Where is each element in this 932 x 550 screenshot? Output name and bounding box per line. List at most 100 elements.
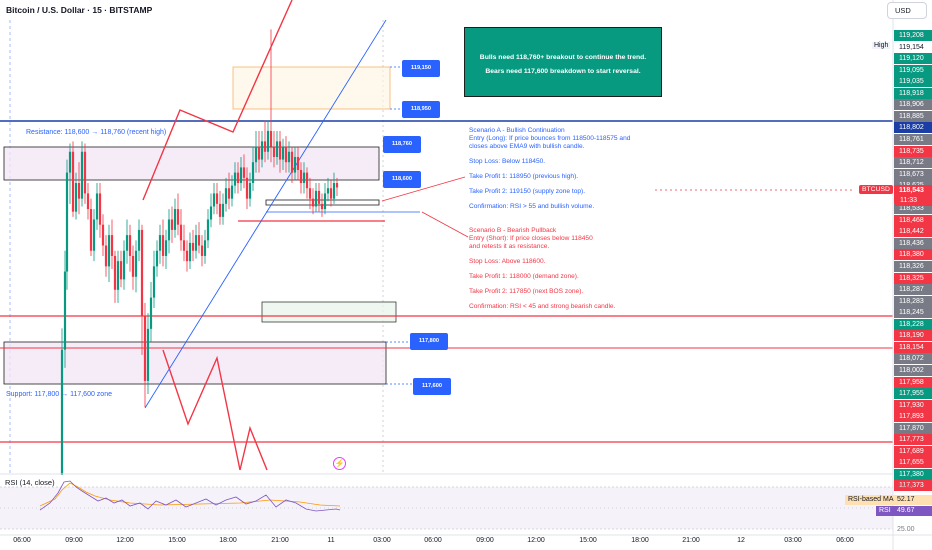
resistance-label: Resistance: 118,600 → 118,760 (recent hi… [26, 129, 167, 136]
candle-body [149, 297, 153, 329]
time-axis-label: 18:00 [219, 537, 237, 544]
scenario-b-tp2: Take Profit 2: 117850 (next BOS zone). [469, 288, 584, 295]
candle-body [323, 193, 327, 210]
candle-body [287, 151, 291, 163]
candle-body [86, 193, 90, 210]
rsi-line [39, 480, 341, 512]
price-axis-label: 117,380 [894, 468, 932, 480]
scenario-a-note: Scenario A - Bullish Continuation Entry … [469, 127, 630, 211]
candle-body [257, 146, 261, 160]
level-tag-119150[interactable]: 119,150 [402, 60, 440, 77]
candle-body [92, 219, 96, 251]
summary-note: Bulls need 118,760+ breakout to continue… [464, 27, 662, 97]
candle-body [122, 250, 126, 280]
scenario-a-tp2: Take Profit 2: 119150 (supply zone top). [469, 188, 586, 195]
scenario-b-note: Scenario B - Bearish Pullback Entry (Sho… [469, 227, 615, 311]
candle-body [101, 224, 105, 246]
candle-body [113, 255, 117, 290]
candle-body [140, 229, 144, 316]
demand-box [261, 301, 397, 323]
level-tag-118760[interactable]: 118,760 [383, 136, 421, 153]
candle-body [63, 271, 67, 350]
candle-body [260, 141, 264, 160]
candle-body [68, 151, 72, 173]
price-axis-label: 117,955 [894, 388, 932, 400]
candle-body [146, 328, 150, 381]
scenario-b-entry-1: Entry (Short): If price closes below 118… [469, 235, 593, 242]
price-axis-label: 118,002 [894, 364, 932, 376]
time-axis-label: 15:00 [579, 537, 597, 544]
time-axis-label: 06:00 [13, 537, 31, 544]
candle-body [230, 185, 234, 199]
scenario-b-tp1: Take Profit 1: 118000 (demand zone). [469, 273, 579, 280]
scenario-b-confirm: Confirmation: RSI < 45 and strong bearis… [469, 303, 616, 310]
candle-body [314, 190, 318, 207]
level-tag-117600[interactable]: 117,600 [413, 378, 451, 395]
scenario-a-arrow [381, 176, 466, 202]
price-axis-label: 118,325 [894, 272, 932, 284]
scenario-b-stop: Stop Loss: Above 118600. [469, 258, 546, 265]
candle-body [329, 188, 333, 199]
price-axis-label: 118,072 [894, 353, 932, 365]
candle-body [170, 219, 174, 230]
price-axis-label: 119,095 [894, 64, 932, 76]
candle-body [128, 235, 132, 256]
candle-body [293, 156, 297, 173]
candle-body [134, 250, 138, 277]
time-axis-label: 21:00 [682, 537, 700, 544]
candle-body [188, 242, 192, 262]
candle-body [65, 172, 69, 272]
price-axis-label: 118,918 [894, 87, 932, 99]
bull-projection-path [142, 0, 293, 201]
candle-body [179, 224, 183, 241]
candle-body [125, 235, 129, 251]
candle-body [60, 349, 64, 491]
price-axis-label: 119,035 [894, 76, 932, 88]
candle-body [221, 203, 225, 217]
price-axis-label: 118,802 [894, 122, 932, 134]
resistance-zone [3, 146, 380, 181]
scenario-a-entry-1: Entry (Long): If price bounces from 1185… [469, 135, 631, 142]
rsi-title[interactable]: RSI (14, close) [5, 478, 55, 487]
scenario-b-arrow [421, 211, 469, 238]
time-axis-label: 18:00 [631, 537, 649, 544]
candle-body [317, 190, 321, 204]
current-price-tag: 118,543 [894, 185, 932, 196]
price-axis-label: 117,870 [894, 422, 932, 434]
candle-body [251, 162, 255, 184]
price-axis-label: 118,885 [894, 110, 932, 122]
price-axis-label: 118,712 [894, 157, 932, 169]
level-tag-118950[interactable]: 118,950 [402, 101, 440, 118]
candle-body [308, 188, 312, 199]
rsi-band [0, 487, 893, 529]
supply-zone [232, 66, 391, 110]
price-axis-label: 118,245 [894, 307, 932, 319]
support-zone [3, 341, 387, 385]
time-axis-label: 15:00 [168, 537, 186, 544]
candle-body [275, 141, 279, 157]
price-axis-label: 118,287 [894, 284, 932, 296]
candle-body [203, 240, 207, 256]
candle-body [254, 146, 258, 163]
candle-body [176, 209, 180, 225]
candle-body [263, 141, 267, 152]
time-axis-label: 06:00 [836, 537, 854, 544]
price-axis-label: 119,208 [894, 30, 932, 41]
level-tag-118600[interactable]: 118,600 [383, 171, 421, 188]
candle-body [278, 141, 282, 160]
scenario-a-entry-2: closes above EMA9 with bullish candle. [469, 143, 585, 150]
candle-body [161, 235, 165, 256]
symbol-title[interactable]: Bitcoin / U.S. Dollar · 15 · BITSTAMP [6, 5, 153, 15]
price-axis-label: 117,893 [894, 411, 932, 423]
price-axis-label: 118,190 [894, 330, 932, 342]
currency-button[interactable]: USD [887, 2, 927, 19]
candle-body [281, 146, 285, 160]
scenario-a-tp1: Take Profit 1: 118950 (previous high). [469, 173, 579, 180]
candle-body [215, 193, 219, 204]
flash-icon[interactable]: ⚡ [333, 457, 346, 470]
level-tag-117800[interactable]: 117,800 [410, 333, 448, 350]
time-axis-label: 06:00 [424, 537, 442, 544]
time-axis-label: 21:00 [271, 537, 289, 544]
candle-body [269, 130, 273, 147]
